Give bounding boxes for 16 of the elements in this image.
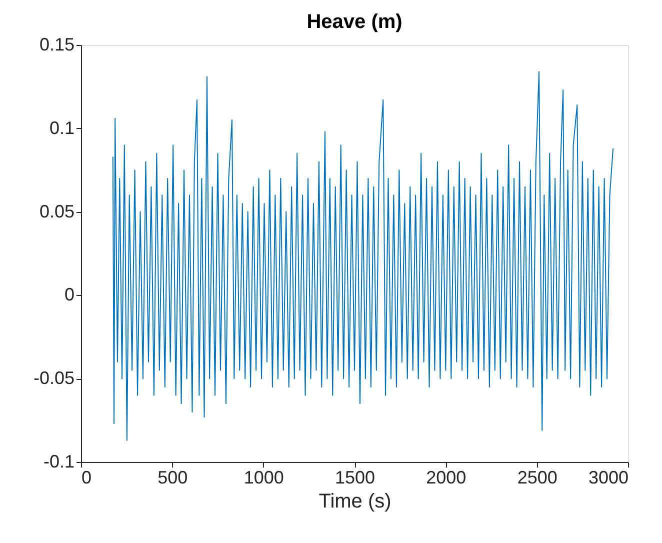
chart-title: Heave (m) [306, 11, 402, 33]
x-tick-label: 2500 [517, 468, 558, 488]
x-axis-title: Time (s) [318, 490, 392, 512]
x-tick-label: 500 [158, 468, 188, 488]
y-tick-label: -0.05 [33, 368, 74, 388]
x-tick-label: 3000 [588, 468, 628, 488]
y-tick-label: 0.15 [39, 34, 74, 54]
y-tick-label: 0 [64, 284, 74, 305]
x-tick-label: 0 [82, 468, 92, 488]
x-tick-label: 1000 [244, 468, 284, 488]
y-tick-label: -0.1 [43, 452, 74, 472]
x-tick-label: 1500 [334, 468, 376, 488]
y-tick-label: 0.1 [49, 118, 74, 138]
line-series [112, 71, 614, 441]
x-tick-label: 2000 [426, 468, 466, 488]
y-tick-label: 0.05 [39, 201, 74, 222]
